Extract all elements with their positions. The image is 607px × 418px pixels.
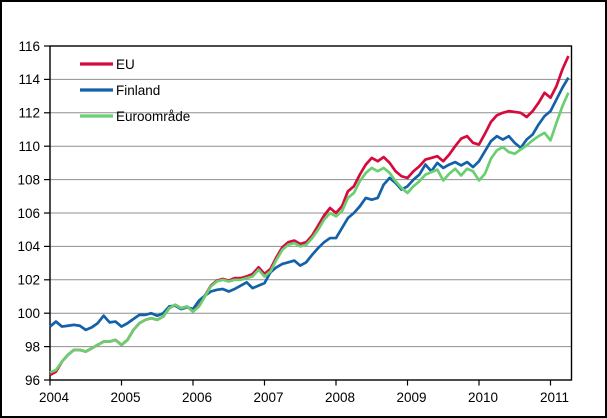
legend: EU Finland Euroområde bbox=[80, 57, 190, 124]
x-axis-label: 2010 bbox=[468, 390, 498, 405]
legend-item-finland: Finland bbox=[80, 83, 160, 98]
y-axis-label: 96 bbox=[25, 373, 40, 388]
y-axis-label: 102 bbox=[17, 273, 40, 288]
legend-label-euroomrade: Euroområde bbox=[116, 109, 190, 124]
x-axis-label: 2005 bbox=[110, 390, 140, 405]
y-axis-label: 116 bbox=[18, 39, 40, 54]
y-axis-label: 110 bbox=[18, 139, 40, 154]
y-axis-label: 104 bbox=[17, 239, 40, 254]
x-axis-label: 2007 bbox=[253, 390, 283, 405]
y-axis-label: 98 bbox=[25, 339, 40, 354]
x-axis-label: 2009 bbox=[396, 390, 426, 405]
series-line-eu bbox=[49, 55, 570, 377]
legend-label-finland: Finland bbox=[116, 83, 160, 98]
x-axis-label: 2004 bbox=[39, 390, 70, 405]
y-axis-label: 114 bbox=[18, 72, 40, 87]
x-axis-label: 2006 bbox=[182, 390, 212, 405]
y-axis-label: 112 bbox=[18, 106, 40, 121]
y-axis-label: 100 bbox=[17, 306, 40, 321]
x-axis-label: 2008 bbox=[325, 390, 355, 405]
series-line-euroomrade bbox=[49, 92, 570, 374]
x-axis-label: 2011 bbox=[540, 390, 569, 405]
legend-item-eu: EU bbox=[80, 57, 135, 72]
y-axis-label: 108 bbox=[17, 172, 40, 187]
y-axis-label: 106 bbox=[17, 206, 40, 221]
legend-label-eu: EU bbox=[116, 57, 135, 72]
legend-item-euroomrade: Euroområde bbox=[80, 109, 190, 124]
series-line-finland bbox=[49, 77, 570, 332]
